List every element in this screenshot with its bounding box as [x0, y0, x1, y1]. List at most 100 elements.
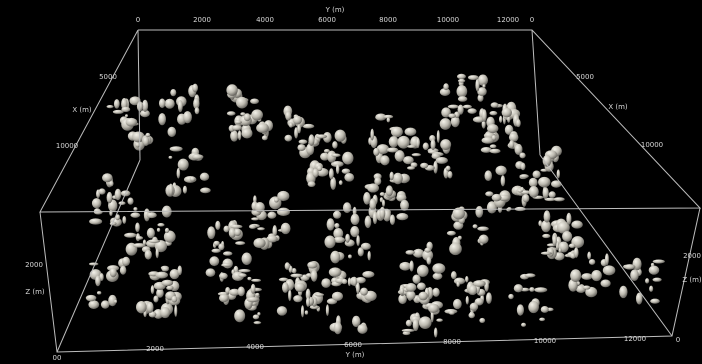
isosurface-blob: [446, 166, 451, 171]
isosurface-blob: [102, 173, 113, 182]
isosurface-blob: [107, 105, 114, 108]
axis-title: Y (m): [325, 6, 345, 14]
isosurface-blob: [247, 277, 251, 280]
isosurface-blob: [165, 228, 169, 233]
isosurface-blob: [363, 192, 370, 205]
isosurface-blob: [587, 252, 591, 260]
isosurface-blob: [321, 278, 331, 288]
isosurface-blob: [157, 223, 164, 227]
isosurface-blob: [153, 295, 158, 302]
isosurface-blob: [574, 247, 579, 257]
isosurface-blob: [342, 152, 353, 165]
isosurface-blob: [308, 181, 316, 187]
isosurface-blob: [137, 101, 143, 111]
isosurface-blob: [257, 227, 265, 230]
isosurface-blob: [250, 98, 259, 104]
isosurface-blob: [327, 218, 335, 230]
isosurface-blob: [242, 253, 252, 265]
isosurface-blob: [223, 251, 232, 255]
isosurface-blob: [291, 274, 304, 278]
isosurface-blob: [114, 99, 120, 108]
isosurface-blob: [122, 257, 130, 266]
isosurface-blob: [177, 168, 181, 179]
isosurface-blob: [177, 265, 181, 275]
isosurface-blob: [351, 214, 360, 225]
isosurface-blob: [544, 210, 551, 222]
isosurface-blob: [514, 284, 523, 292]
isosurface-blob: [174, 305, 177, 317]
isosurface-blob: [581, 273, 592, 280]
isosurface-blob: [400, 200, 409, 211]
isosurface-blob: [380, 155, 389, 165]
isosurface-blob: [124, 233, 136, 238]
isosurface-blob: [484, 170, 492, 181]
isosurface-blob: [200, 173, 209, 181]
isosurface-blob: [251, 109, 263, 120]
isosurface-blob: [235, 120, 242, 123]
isosurface-blob: [449, 311, 455, 315]
tick-label: 5000: [576, 73, 594, 81]
isosurface-blob: [285, 262, 290, 270]
isosurface-blob: [443, 83, 448, 90]
isosurface-blob: [98, 188, 105, 194]
render-view: Y (m) 0 2000 4000 6000 8000 10000 12000 …: [0, 0, 702, 364]
tick-label: 2000: [683, 252, 701, 260]
isosurface-blob: [289, 123, 293, 128]
isosurface-blob: [451, 271, 457, 279]
isosurface-blob: [405, 283, 416, 292]
isosurface-blob: [543, 187, 549, 198]
tick-label: 4000: [256, 16, 274, 24]
isosurface-blob: [316, 134, 327, 138]
isosurface-blob: [528, 301, 539, 313]
isosurface-blob: [332, 292, 343, 301]
isosurface-blob: [226, 84, 237, 96]
isosurface-blob: [405, 250, 414, 255]
isosurface-blob: [334, 223, 339, 228]
isosurface-blob: [331, 153, 340, 157]
isosurface-blob: [448, 114, 455, 119]
isosurface-blob: [434, 328, 438, 338]
isosurface-blob: [315, 293, 324, 296]
isosurface-blob: [94, 210, 103, 214]
isosurface-blob: [285, 111, 291, 120]
isosurface-blob: [482, 84, 485, 88]
isosurface-blob: [95, 275, 101, 286]
isosurface-blob: [630, 269, 639, 281]
isosurface-blob: [433, 273, 443, 280]
isosurface-blob: [436, 157, 448, 164]
tick-label: 00: [53, 354, 62, 362]
isosurface-blob: [490, 144, 497, 148]
isosurface-blob: [449, 243, 462, 256]
isosurface-blob: [329, 168, 334, 179]
isosurface-blob: [489, 111, 497, 115]
isosurface-blob: [521, 163, 526, 171]
isosurface-blob: [390, 172, 394, 181]
isosurface-blob: [232, 125, 243, 130]
isosurface-blob: [301, 305, 304, 317]
isosurface-blob: [308, 134, 314, 146]
tick-label: 10000: [56, 142, 78, 150]
isosurface-blob: [295, 283, 305, 292]
isosurface-blob: [571, 220, 582, 228]
isosurface-blob: [508, 294, 513, 299]
isosurface-blob: [490, 149, 501, 154]
tick-label: 12000: [497, 16, 519, 24]
isosurface-blob: [342, 279, 348, 284]
axis-title: Z (m): [682, 276, 702, 284]
isosurface-blob: [463, 105, 472, 109]
isosurface-blob: [307, 262, 317, 269]
isosurface-blob: [352, 277, 356, 286]
tick-label: 0: [530, 16, 534, 24]
isosurface-blob: [89, 218, 102, 224]
isosurface-blob: [382, 200, 385, 207]
isosurface-blob: [332, 141, 337, 148]
isosurface-blob: [247, 297, 260, 302]
isosurface-blob: [448, 171, 453, 178]
isosurface-blob: [432, 288, 439, 297]
isosurface-blob: [277, 306, 287, 316]
isosurface-blob: [256, 293, 260, 297]
isosurface-blob: [406, 291, 415, 300]
isosurface-blob: [156, 248, 159, 259]
isosurface-blob: [391, 127, 403, 137]
isosurface-blob: [171, 296, 177, 303]
